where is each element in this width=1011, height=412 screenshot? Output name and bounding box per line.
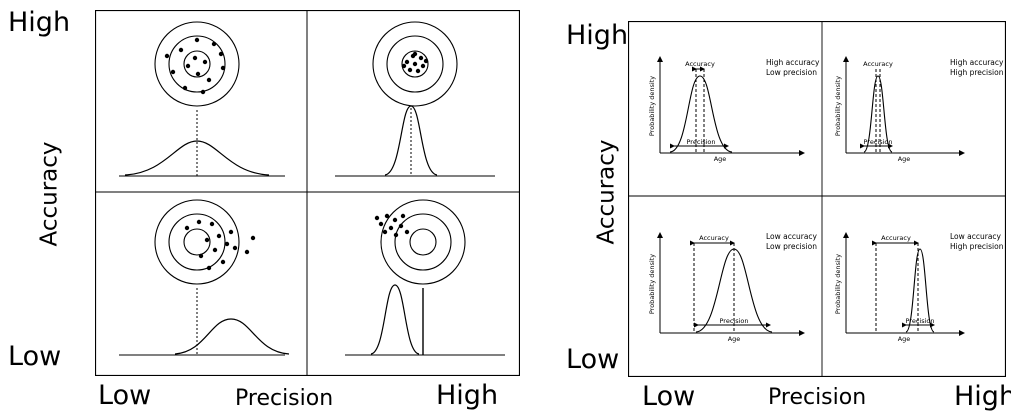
right-y-axis-title: Accuracy [593,139,620,245]
probability-density-label: Probability density [834,254,842,314]
precision-label: Precision [686,138,715,146]
left-low-x-label: Low [98,380,152,411]
panel-line2: High precision [950,242,1004,251]
precision-label: Precision [863,138,892,146]
target-bottom-left [154,199,240,285]
left-high-y-label: High [8,7,71,38]
panel-high-accuracy-high-precision: Accuracy Precision Probability density A… [834,56,1004,163]
left-diagram [95,10,520,376]
curve-top-left [124,140,270,176]
right-high-x-label: High [954,381,1011,412]
target-top-right [372,21,458,107]
curve-top-right [384,105,438,176]
shots-top-right [401,51,429,74]
right-high-y-label: High [566,20,629,51]
accuracy-label: Accuracy [685,60,715,68]
target-top-left [154,21,240,107]
right-diagram: Accuracy Precision Probability density A… [628,21,1006,377]
panel-line2: Low precision [766,68,817,77]
curve-bottom-right [370,284,420,355]
age-label: Age [898,155,911,163]
accuracy-label: Accuracy [881,234,911,242]
age-label: Age [714,155,727,163]
age-label: Age [898,335,911,343]
panel-high-accuracy-low-precision: Accuracy Precision Probability density A… [648,56,820,163]
accuracy-label: Accuracy [699,234,729,242]
precision-label: Precision [719,317,748,325]
right-x-axis-title: Precision [768,385,867,410]
panel-low-accuracy-low-precision: Accuracy Precision Probability density A… [648,232,818,343]
left-y-axis-title: Accuracy [36,141,63,247]
panel-line2: Low precision [766,242,817,251]
probability-density-label: Probability density [648,254,656,314]
probability-density-label: Probability density [648,76,656,136]
shots-bottom-right [374,213,410,238]
right-low-x-label: Low [642,381,696,412]
left-low-y-label: Low [8,341,62,372]
right-low-y-label: Low [566,344,620,375]
target-bottom-right [380,199,466,285]
panel-line1: High accuracy [950,58,1004,67]
panel-low-accuracy-high-precision: Accuracy Precision Probability density A… [834,232,1004,343]
accuracy-label: Accuracy [863,60,893,68]
shots-bottom-left [184,219,256,271]
panel-line1: High accuracy [766,58,820,67]
age-label: Age [728,335,741,343]
probability-density-label: Probability density [834,76,842,136]
precision-label: Precision [905,317,934,325]
panel-line2: High precision [950,68,1004,77]
curve-bottom-left [174,318,290,355]
panel-line1: Low accuracy [766,232,818,241]
left-x-axis-title: Precision [235,386,334,411]
left-high-x-label: High [436,380,499,411]
panel-line1: Low accuracy [950,232,1002,241]
right-frame [628,21,1006,377]
shots-top-left [164,37,226,95]
